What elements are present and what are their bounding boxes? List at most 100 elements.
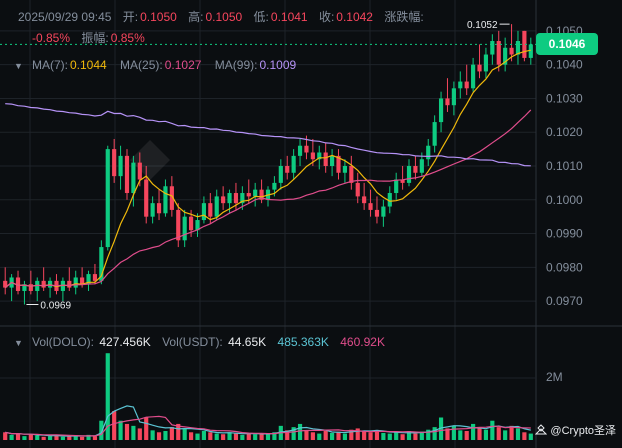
ma99-line	[5, 103, 531, 167]
vol-usdt-value: 44.65K	[228, 335, 267, 349]
candle-body	[176, 209, 181, 241]
candle-body	[285, 166, 290, 173]
volume-bar	[214, 433, 219, 440]
close-value: 0.1042	[336, 10, 373, 24]
candle-body	[291, 155, 296, 173]
price-tick-label: 0.1040	[546, 58, 583, 72]
vol-dolo-label: Vol(DOLO):	[32, 335, 95, 349]
candle-body	[515, 41, 521, 55]
candle-body	[451, 88, 456, 106]
volume-bar	[445, 428, 450, 440]
candle-body	[189, 216, 194, 231]
volume-bar	[163, 431, 168, 440]
candle-body	[86, 274, 91, 285]
ma-legend: MA(7): 0.1044 MA(25): 0.1027 MA(99): 0.1009	[32, 58, 298, 72]
ma25-label: MA(25):	[120, 58, 163, 72]
volume-bar	[73, 436, 78, 440]
volume-bar	[297, 423, 303, 440]
candle-body	[67, 280, 72, 288]
vol-ma2-value: 460.92K	[340, 335, 385, 349]
candle-body	[394, 179, 399, 194]
ma7-label: MA(7):	[32, 58, 68, 72]
candle-body	[118, 155, 123, 177]
vol-collapse-icon[interactable]: ▼	[14, 338, 23, 348]
candle-body	[124, 155, 130, 194]
candle-body	[445, 98, 450, 106]
candle-body	[150, 203, 155, 217]
volume-bar	[47, 436, 53, 440]
volume-bar	[253, 434, 258, 440]
volume-bar	[67, 435, 72, 440]
candle-body	[131, 162, 136, 194]
candle-body	[490, 41, 495, 55]
high-marker-label: 0.1052	[467, 20, 498, 31]
volume-legend: Vol(DOLO): 427.456K Vol(USDT): 44.65K 48…	[32, 335, 387, 349]
volume-bar	[355, 428, 360, 440]
candle-body	[99, 247, 104, 281]
ohlc-header: 2025/09/29 09:45 开: 0.1050 高: 0.1050 低: 0.1…	[18, 8, 426, 25]
volume-bar	[189, 432, 194, 440]
candle-body	[137, 162, 142, 180]
volume-bar	[387, 433, 392, 440]
volume-bar	[124, 423, 130, 440]
volume-bar	[105, 353, 110, 440]
ma99-label: MA(99):	[214, 58, 258, 72]
candle-body	[355, 182, 360, 197]
price-tick-label: 0.1010	[546, 159, 583, 173]
candle-body	[214, 196, 219, 217]
volume-bar	[131, 425, 136, 440]
candle-body	[233, 193, 239, 204]
volume-bar	[400, 434, 405, 440]
candle-body	[374, 209, 380, 217]
volume-bar	[169, 427, 174, 440]
high-label: 高:	[188, 10, 204, 24]
change-label: 涨跌幅:	[384, 10, 424, 24]
candle-body	[483, 54, 489, 72]
binance-diamond-icon	[130, 140, 170, 180]
ma-collapse-icon[interactable]: ▼	[14, 61, 23, 71]
ma7-value: 0.1044	[70, 58, 107, 72]
candle-body	[253, 189, 258, 197]
vol-ma2-line	[5, 415, 531, 437]
volume-bar	[451, 425, 456, 440]
volume-bar	[330, 432, 335, 440]
volume-bar	[362, 431, 367, 440]
candle-body	[41, 280, 46, 288]
volume-bar	[86, 434, 91, 440]
volume-bar	[406, 431, 412, 440]
volume-bar	[317, 433, 322, 440]
candle-body	[240, 193, 245, 204]
candle-body	[471, 64, 476, 89]
volume-bar	[490, 420, 495, 440]
volume-bar	[323, 431, 328, 440]
candle-body	[310, 152, 315, 160]
candle-body	[503, 47, 508, 65]
close-label: 收:	[318, 10, 335, 24]
volume-bar	[176, 423, 181, 440]
candle-body	[317, 152, 322, 160]
candle-body	[458, 81, 463, 89]
volume-bar	[349, 429, 354, 440]
ma99-value: 0.1009	[259, 58, 297, 72]
candle-body	[297, 145, 303, 156]
volume-bar	[137, 428, 142, 440]
candle-body	[246, 193, 251, 197]
volume-bar	[259, 433, 264, 440]
author-name: @Crypto圣泽	[550, 425, 616, 437]
candle-body	[272, 182, 277, 190]
ma7-line	[4, 49, 531, 289]
candle-body	[496, 41, 501, 65]
volume-bar	[336, 431, 341, 440]
candle-body	[406, 166, 412, 183]
price-tick-label: 0.1020	[546, 125, 583, 139]
price-tick-label: 0.0980	[546, 260, 583, 274]
volume-bar	[413, 433, 418, 440]
volume-bar	[496, 427, 501, 440]
candle-body	[227, 193, 232, 204]
open-value: 0.1050	[140, 10, 177, 24]
high-value: 0.1050	[205, 10, 243, 24]
volume-bar	[112, 411, 117, 440]
candle-body	[323, 152, 328, 166]
volume-bar	[156, 432, 162, 440]
